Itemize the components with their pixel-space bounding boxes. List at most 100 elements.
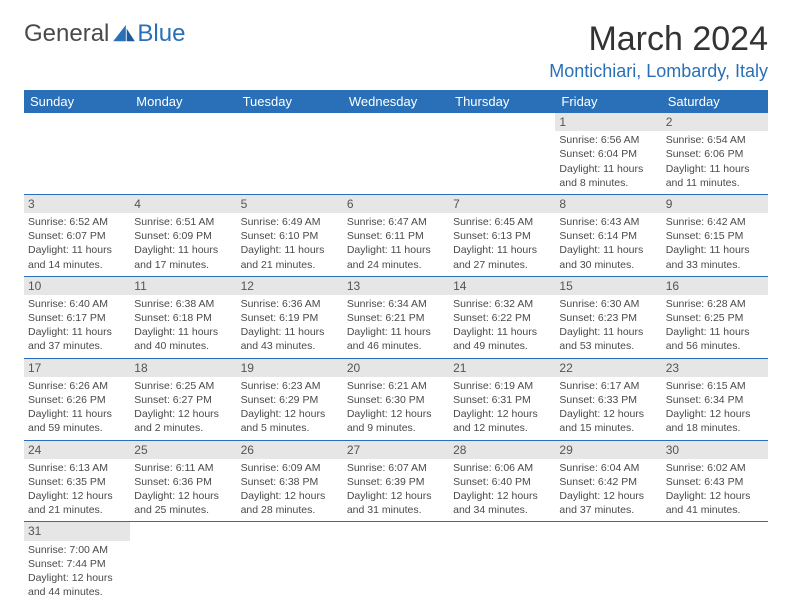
day-details: Sunrise: 6:47 AMSunset: 6:11 PMDaylight:…: [343, 213, 449, 276]
calendar-cell: 12Sunrise: 6:36 AMSunset: 6:19 PMDayligh…: [237, 277, 343, 358]
day-details: Sunrise: 6:32 AMSunset: 6:22 PMDaylight:…: [449, 295, 555, 358]
week-row: 10Sunrise: 6:40 AMSunset: 6:17 PMDayligh…: [24, 277, 768, 359]
sail-icon: [113, 25, 135, 43]
day-details: Sunrise: 6:42 AMSunset: 6:15 PMDaylight:…: [662, 213, 768, 276]
week-row: 24Sunrise: 6:13 AMSunset: 6:35 PMDayligh…: [24, 441, 768, 523]
day-details: Sunrise: 6:36 AMSunset: 6:19 PMDaylight:…: [237, 295, 343, 358]
location: Montichiari, Lombardy, Italy: [549, 61, 768, 82]
day-number: 27: [343, 441, 449, 459]
day-details: Sunrise: 6:38 AMSunset: 6:18 PMDaylight:…: [130, 295, 236, 358]
weeks-container: 1Sunrise: 6:56 AMSunset: 6:04 PMDaylight…: [24, 113, 768, 603]
calendar-cell: [343, 522, 449, 603]
day-details: Sunrise: 6:26 AMSunset: 6:26 PMDaylight:…: [24, 377, 130, 440]
day-number: 13: [343, 277, 449, 295]
day-details: Sunrise: 6:19 AMSunset: 6:31 PMDaylight:…: [449, 377, 555, 440]
calendar-cell: 22Sunrise: 6:17 AMSunset: 6:33 PMDayligh…: [555, 359, 661, 440]
calendar-cell: 25Sunrise: 6:11 AMSunset: 6:36 PMDayligh…: [130, 441, 236, 522]
day-details: Sunrise: 6:52 AMSunset: 6:07 PMDaylight:…: [24, 213, 130, 276]
calendar-cell: 18Sunrise: 6:25 AMSunset: 6:27 PMDayligh…: [130, 359, 236, 440]
day-number: 22: [555, 359, 661, 377]
day-number: 14: [449, 277, 555, 295]
day-details: Sunrise: 7:00 AMSunset: 7:44 PMDaylight:…: [24, 541, 130, 604]
day-details: Sunrise: 6:56 AMSunset: 6:04 PMDaylight:…: [555, 131, 661, 194]
calendar-cell: [555, 522, 661, 603]
month-title: March 2024: [549, 20, 768, 59]
calendar-cell: 3Sunrise: 6:52 AMSunset: 6:07 PMDaylight…: [24, 195, 130, 276]
day-details: Sunrise: 6:23 AMSunset: 6:29 PMDaylight:…: [237, 377, 343, 440]
day-header: Friday: [555, 90, 661, 113]
calendar-cell: 4Sunrise: 6:51 AMSunset: 6:09 PMDaylight…: [130, 195, 236, 276]
day-details: Sunrise: 6:21 AMSunset: 6:30 PMDaylight:…: [343, 377, 449, 440]
calendar-cell: 6Sunrise: 6:47 AMSunset: 6:11 PMDaylight…: [343, 195, 449, 276]
day-details: Sunrise: 6:45 AMSunset: 6:13 PMDaylight:…: [449, 213, 555, 276]
day-number: 16: [662, 277, 768, 295]
day-header: Thursday: [449, 90, 555, 113]
calendar-cell: 31Sunrise: 7:00 AMSunset: 7:44 PMDayligh…: [24, 522, 130, 603]
calendar-cell: 16Sunrise: 6:28 AMSunset: 6:25 PMDayligh…: [662, 277, 768, 358]
day-details: Sunrise: 6:28 AMSunset: 6:25 PMDaylight:…: [662, 295, 768, 358]
day-details: Sunrise: 6:15 AMSunset: 6:34 PMDaylight:…: [662, 377, 768, 440]
calendar-cell: 14Sunrise: 6:32 AMSunset: 6:22 PMDayligh…: [449, 277, 555, 358]
day-number: 6: [343, 195, 449, 213]
day-number: 19: [237, 359, 343, 377]
title-block: March 2024 Montichiari, Lombardy, Italy: [549, 20, 768, 82]
day-details: Sunrise: 6:13 AMSunset: 6:35 PMDaylight:…: [24, 459, 130, 522]
day-number: 18: [130, 359, 236, 377]
day-number: 2: [662, 113, 768, 131]
day-header: Saturday: [662, 90, 768, 113]
logo-text-blue: Blue: [137, 20, 185, 48]
day-details: Sunrise: 6:17 AMSunset: 6:33 PMDaylight:…: [555, 377, 661, 440]
calendar-cell: 26Sunrise: 6:09 AMSunset: 6:38 PMDayligh…: [237, 441, 343, 522]
day-number: 12: [237, 277, 343, 295]
calendar-cell: 7Sunrise: 6:45 AMSunset: 6:13 PMDaylight…: [449, 195, 555, 276]
calendar-cell: [343, 113, 449, 194]
day-number: 20: [343, 359, 449, 377]
day-header: Monday: [130, 90, 236, 113]
day-details: Sunrise: 6:11 AMSunset: 6:36 PMDaylight:…: [130, 459, 236, 522]
day-number: 11: [130, 277, 236, 295]
calendar-cell: 29Sunrise: 6:04 AMSunset: 6:42 PMDayligh…: [555, 441, 661, 522]
calendar-cell: 1Sunrise: 6:56 AMSunset: 6:04 PMDaylight…: [555, 113, 661, 194]
day-details: Sunrise: 6:30 AMSunset: 6:23 PMDaylight:…: [555, 295, 661, 358]
day-number: 8: [555, 195, 661, 213]
day-details: Sunrise: 6:51 AMSunset: 6:09 PMDaylight:…: [130, 213, 236, 276]
calendar-cell: 17Sunrise: 6:26 AMSunset: 6:26 PMDayligh…: [24, 359, 130, 440]
day-header: Sunday: [24, 90, 130, 113]
calendar-cell: 28Sunrise: 6:06 AMSunset: 6:40 PMDayligh…: [449, 441, 555, 522]
week-row: 1Sunrise: 6:56 AMSunset: 6:04 PMDaylight…: [24, 113, 768, 195]
day-header: Wednesday: [343, 90, 449, 113]
day-number: 5: [237, 195, 343, 213]
day-details: Sunrise: 6:49 AMSunset: 6:10 PMDaylight:…: [237, 213, 343, 276]
calendar-cell: [662, 522, 768, 603]
calendar: SundayMondayTuesdayWednesdayThursdayFrid…: [24, 90, 768, 603]
week-row: 31Sunrise: 7:00 AMSunset: 7:44 PMDayligh…: [24, 522, 768, 603]
calendar-cell: 8Sunrise: 6:43 AMSunset: 6:14 PMDaylight…: [555, 195, 661, 276]
logo: General Blue: [24, 20, 185, 48]
day-details: Sunrise: 6:43 AMSunset: 6:14 PMDaylight:…: [555, 213, 661, 276]
calendar-cell: 20Sunrise: 6:21 AMSunset: 6:30 PMDayligh…: [343, 359, 449, 440]
day-details: Sunrise: 6:34 AMSunset: 6:21 PMDaylight:…: [343, 295, 449, 358]
day-details: Sunrise: 6:02 AMSunset: 6:43 PMDaylight:…: [662, 459, 768, 522]
day-details: Sunrise: 6:04 AMSunset: 6:42 PMDaylight:…: [555, 459, 661, 522]
calendar-cell: 21Sunrise: 6:19 AMSunset: 6:31 PMDayligh…: [449, 359, 555, 440]
day-details: Sunrise: 6:07 AMSunset: 6:39 PMDaylight:…: [343, 459, 449, 522]
day-details: Sunrise: 6:06 AMSunset: 6:40 PMDaylight:…: [449, 459, 555, 522]
calendar-cell: 23Sunrise: 6:15 AMSunset: 6:34 PMDayligh…: [662, 359, 768, 440]
calendar-cell: [237, 522, 343, 603]
header: General Blue March 2024 Montichiari, Lom…: [24, 20, 768, 82]
day-details: Sunrise: 6:54 AMSunset: 6:06 PMDaylight:…: [662, 131, 768, 194]
calendar-cell: [449, 522, 555, 603]
day-header-row: SundayMondayTuesdayWednesdayThursdayFrid…: [24, 90, 768, 113]
day-number: 21: [449, 359, 555, 377]
day-number: 24: [24, 441, 130, 459]
day-number: 30: [662, 441, 768, 459]
calendar-cell: 15Sunrise: 6:30 AMSunset: 6:23 PMDayligh…: [555, 277, 661, 358]
calendar-cell: 13Sunrise: 6:34 AMSunset: 6:21 PMDayligh…: [343, 277, 449, 358]
day-number: 15: [555, 277, 661, 295]
calendar-cell: [237, 113, 343, 194]
day-number: 25: [130, 441, 236, 459]
calendar-cell: 11Sunrise: 6:38 AMSunset: 6:18 PMDayligh…: [130, 277, 236, 358]
day-number: 3: [24, 195, 130, 213]
calendar-cell: 24Sunrise: 6:13 AMSunset: 6:35 PMDayligh…: [24, 441, 130, 522]
day-number: 28: [449, 441, 555, 459]
